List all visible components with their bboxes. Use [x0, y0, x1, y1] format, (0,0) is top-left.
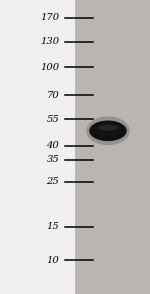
Text: 70: 70: [46, 91, 59, 100]
Text: 55: 55: [46, 115, 59, 124]
Text: 15: 15: [46, 223, 59, 231]
Ellipse shape: [86, 116, 130, 145]
Text: 35: 35: [46, 156, 59, 164]
Text: 130: 130: [40, 37, 59, 46]
Text: 25: 25: [46, 177, 59, 186]
Ellipse shape: [89, 121, 127, 141]
FancyBboxPatch shape: [0, 0, 75, 294]
Text: 10: 10: [46, 256, 59, 265]
Text: 170: 170: [40, 13, 59, 22]
Text: 40: 40: [46, 141, 59, 150]
Ellipse shape: [98, 125, 118, 131]
Text: 100: 100: [40, 63, 59, 71]
